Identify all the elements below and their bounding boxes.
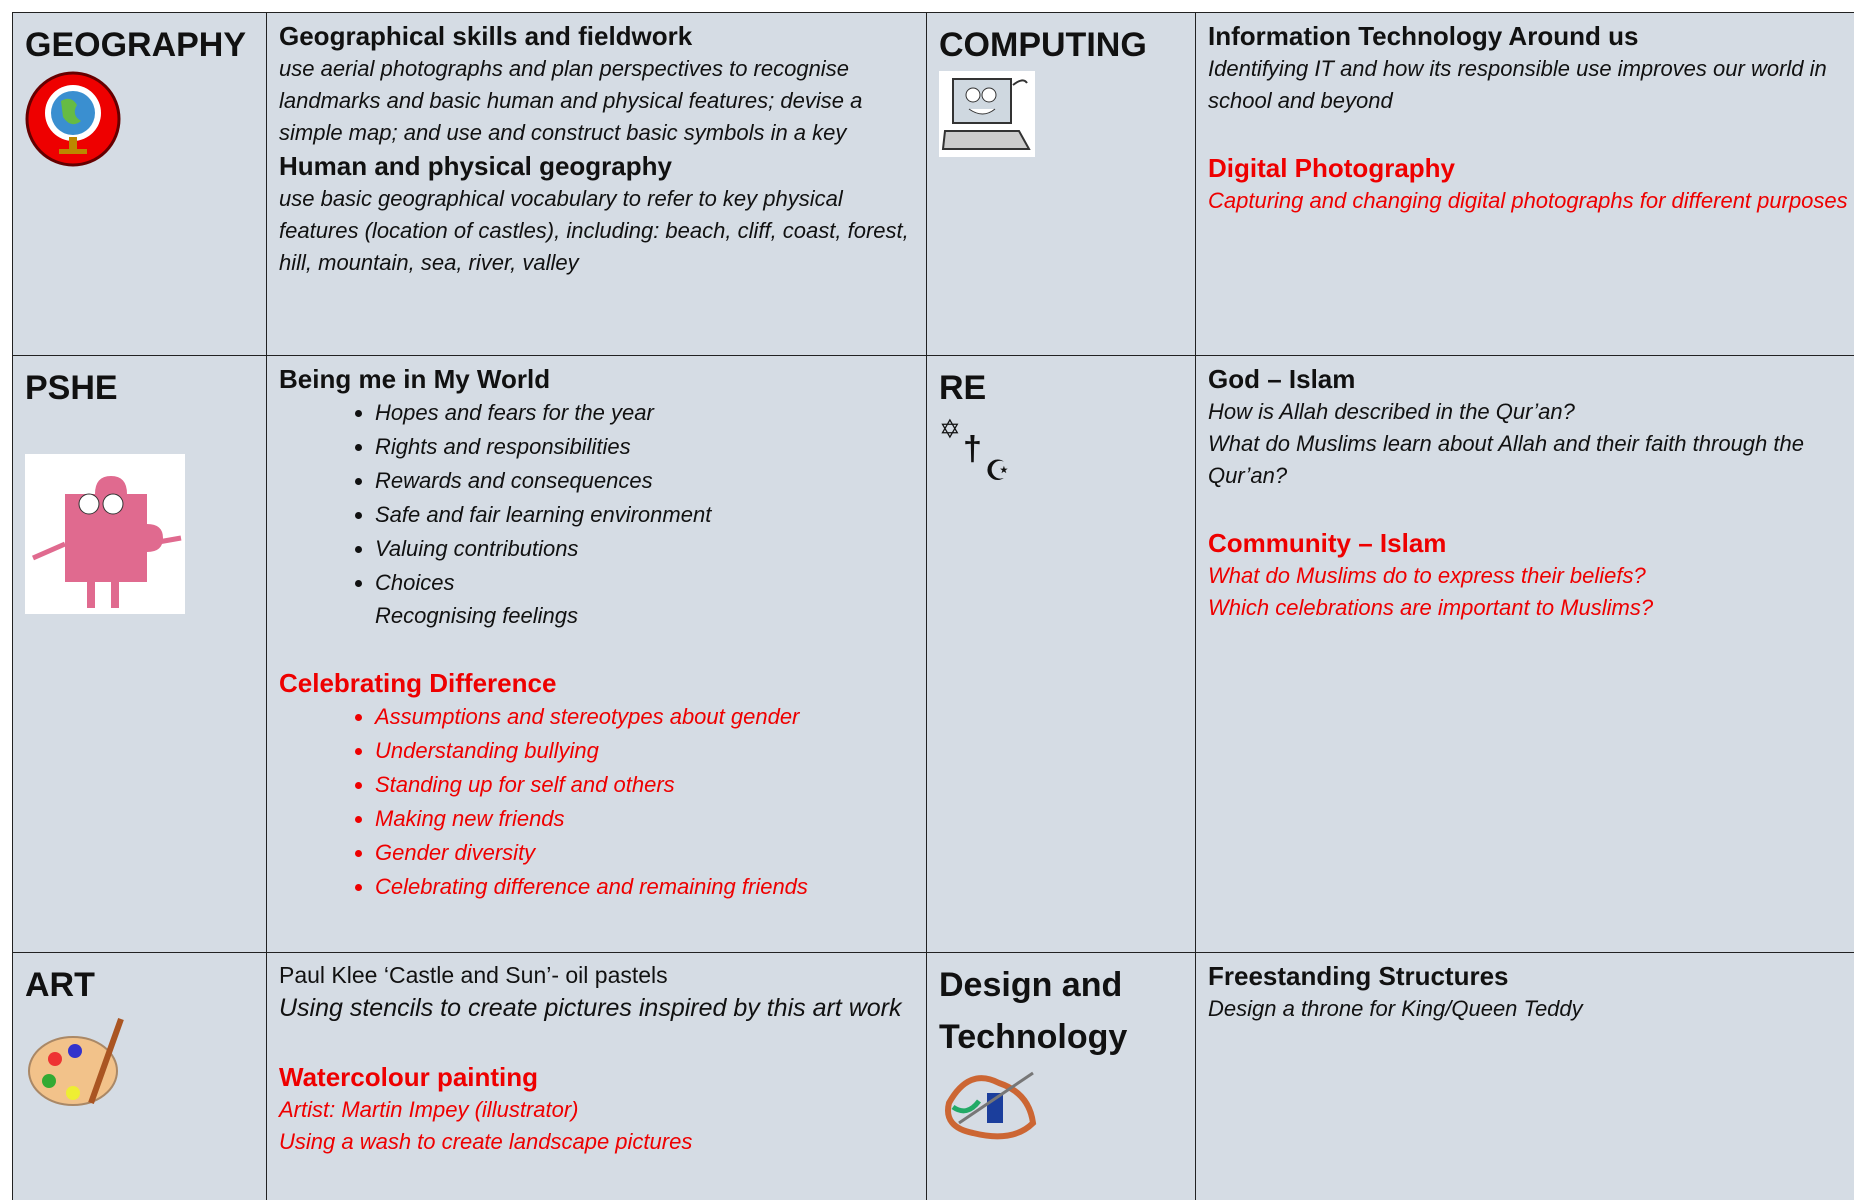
spacer [279, 632, 914, 666]
section-text: How is Allah described in the Qur’an? [1208, 399, 1575, 424]
subject-icon [25, 71, 254, 172]
content-cell: Freestanding Structures Design a throne f… [1195, 952, 1854, 1200]
section-heading: Human and physical geography [279, 151, 672, 181]
subject-title: ART [25, 966, 95, 1004]
section-note: Paul Klee ‘Castle and Sun’- oil pastels [279, 962, 668, 988]
section-text: Using stencils to create pictures inspir… [279, 994, 902, 1022]
section-heading: Digital Photography [1208, 153, 1455, 183]
content-cell: Paul Klee ‘Castle and Sun’- oil pastels U… [266, 952, 927, 1200]
section-heading: God – Islam [1208, 364, 1356, 394]
bullet-item: Celebrating difference and remaining fri… [375, 870, 914, 904]
bullet-item: Gender diversity [375, 836, 914, 870]
section-text: What do Muslims do to express their beli… [1208, 563, 1646, 588]
section: God – Islam How is Allah described in the… [1208, 362, 1854, 492]
content-cell: Information Technology Around us Identify… [1195, 12, 1854, 356]
subject-title: COMPUTING [939, 26, 1147, 64]
row: PSHE Being me in My WorldHopes and fears … [12, 355, 1854, 953]
subject-cell: Design and Technology [926, 952, 1196, 1200]
subject-title: Design and Technology [939, 966, 1128, 1056]
section-text: Using a wash to create landscape picture… [279, 1129, 693, 1154]
row: ART Paul Klee ‘Castle and Sun’- oil paste… [12, 952, 1854, 1200]
subject-cell: ART [12, 952, 267, 1200]
section: Information Technology Around us Identify… [1208, 19, 1854, 117]
section: Human and physical geography use basic ge… [279, 149, 914, 279]
bullet-item: Rights and responsibilities [375, 430, 914, 464]
section-text: use basic geographical vocabulary to ref… [279, 186, 909, 275]
svg-text:†: † [963, 430, 982, 468]
bullet-item: Choices [375, 566, 914, 600]
subject-cell: RE ✡ † ☪ [926, 355, 1196, 953]
section: Paul Klee ‘Castle and Sun’- oil pastels U… [279, 959, 914, 1026]
row: GEOGRAPHY Geographical skills and fieldwo… [12, 12, 1854, 356]
section-text: What do Muslims learn about Allah and th… [1208, 431, 1804, 488]
subject-title: PSHE [25, 369, 118, 407]
subject-cell: PSHE [12, 355, 267, 953]
section: Freestanding Structures Design a throne f… [1208, 959, 1854, 1025]
content-cell: Geographical skills and fieldwork use aer… [266, 12, 927, 356]
bullet-item: Assumptions and stereotypes about gender [375, 700, 914, 734]
subject-icon: ✡ † ☪ [939, 414, 1183, 489]
bullet-list: Hopes and fears for the yearRights and r… [279, 396, 914, 600]
section-text: Artist: Martin Impey (illustrator) [279, 1097, 579, 1122]
spacer [279, 1026, 914, 1060]
bullet-list: Assumptions and stereotypes about gender… [279, 700, 914, 904]
indented-text: Recognising feelings [375, 603, 579, 628]
section-text: Capturing and changing digital photograp… [1208, 188, 1848, 213]
subject-title: GEOGRAPHY [25, 26, 247, 64]
curriculum-table: GEOGRAPHY Geographical skills and fieldwo… [12, 12, 1854, 1200]
bullet-item: Understanding bullying [375, 734, 914, 768]
section: Digital Photography Capturing and changin… [1208, 117, 1854, 217]
svg-text:☪: ☪ [985, 455, 1010, 484]
subject-icon [939, 71, 1183, 162]
section-heading: Celebrating Difference [279, 668, 557, 698]
section-heading: Freestanding Structures [1208, 961, 1509, 991]
content-cell: Being me in My WorldHopes and fears for … [266, 355, 927, 953]
section: Geographical skills and fieldwork use aer… [279, 19, 914, 149]
section-text: Design a throne for King/Queen Teddy [1208, 996, 1583, 1021]
section-heading: Being me in My World [279, 364, 551, 394]
section-text: use aerial photographs and plan perspect… [279, 56, 863, 145]
bullet-item: Rewards and consequences [375, 464, 914, 498]
spacer [1208, 117, 1854, 151]
subject-icon [25, 1011, 254, 1120]
subject-icon [25, 454, 254, 619]
section-heading: Geographical skills and fieldwork [279, 21, 693, 51]
bullet-item: Hopes and fears for the year [375, 396, 914, 430]
section: Community – Islam What do Muslims do to e… [1208, 492, 1854, 624]
svg-text:✡: ✡ [939, 414, 961, 444]
content-cell: God – Islam How is Allah described in the… [1195, 355, 1854, 953]
bullet-item: Making new friends [375, 802, 914, 836]
bullet-item: Standing up for self and others [375, 768, 914, 802]
bullet-item: Valuing contributions [375, 532, 914, 566]
subject-cell: GEOGRAPHY [12, 12, 267, 356]
subject-cell: COMPUTING [926, 12, 1196, 356]
section-heading: Watercolour painting [279, 1062, 539, 1092]
subject-title: RE [939, 369, 987, 407]
spacer [1208, 492, 1854, 526]
section-text: Identifying IT and how its responsible u… [1208, 56, 1827, 113]
section: Celebrating DifferenceAssumptions and st… [279, 632, 914, 904]
section-text: Which celebrations are important to Musl… [1208, 595, 1654, 620]
section-heading: Information Technology Around us [1208, 21, 1639, 51]
subject-icon [939, 1063, 1183, 1146]
section: Watercolour painting Artist: Martin Impey… [279, 1026, 914, 1158]
bullet-item: Safe and fair learning environment [375, 498, 914, 532]
section: Being me in My WorldHopes and fears for … [279, 362, 914, 632]
section-heading: Community – Islam [1208, 528, 1447, 558]
